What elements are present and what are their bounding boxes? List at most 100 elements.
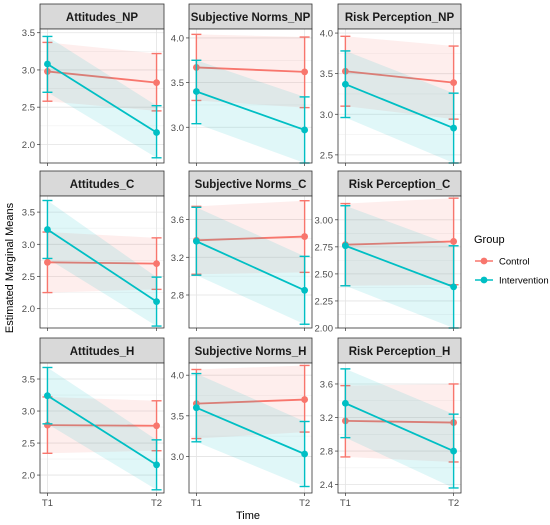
x-tick-label: T1 [340,498,351,509]
panel-risk-perception-c: Risk Perception_C 2.00 2.25 2.50 2.75 3.00 [315,170,462,335]
panel-attitudes-np: Attitudes_NP 2.0 2.5 3.0 3.5 [22,3,165,166]
y-tick-label: 3.0 [171,452,184,463]
series-line [46,63,158,134]
y-tick-label: 2.5 [22,272,35,283]
data-point [341,399,349,407]
y-tick-label: 3.5 [320,69,333,80]
series-line [345,419,454,424]
data-point [301,68,309,76]
x-tick-label: T2 [448,498,459,509]
series-intervention [42,199,162,327]
panel-strip [39,337,165,364]
panel-attitudes-h: Attitudes_H 2.0 2.5 3.0 3.5 T1 T2 [22,337,165,509]
ci-ribbon [345,383,454,462]
series-control [191,364,310,440]
ci-ribbon [345,368,454,488]
ci-ribbon [345,198,454,286]
series-intervention [340,50,459,164]
panel-border [337,362,462,494]
y-tick-label: 3.0 [22,240,35,251]
y-tick-label: 2.00 [315,324,334,335]
panel-strip [188,3,313,30]
ci-ribbon [47,200,157,327]
ci-ribbon [196,200,305,275]
series-line [46,228,158,303]
panel-background [189,196,312,328]
y-tick-label: 3.5 [171,78,184,89]
panel-subjective-norms-h: Subjective Norms_H 3.0 3.5 4.0 T1 T2 [171,337,313,509]
y-tick-label: 3.5 [22,375,35,386]
y-tick-label: 2.0 [22,471,35,482]
panel-strip [337,170,462,197]
x-axis-title: Time [236,510,260,522]
panel-title: Attitudes_NP [66,12,139,24]
series-line [47,261,157,265]
series-intervention [42,366,162,491]
y-tick-label: 2.75 [315,242,334,253]
y-tick-label: 3.2 [320,413,333,424]
data-point [153,298,160,305]
panel-subjective-norms-np: Subjective Norms_NP 3.0 3.5 4.0 [171,3,313,166]
panel-border [188,195,313,329]
data-point [44,392,51,400]
y-tick-label: 2.50 [315,269,334,280]
panel-title: Subjective Norms_NP [191,12,311,24]
y-tick-label: 2.5 [320,150,333,161]
data-point [450,283,458,291]
data-point [192,404,200,412]
panel-background [338,196,461,328]
series-line [196,406,305,455]
ci-ribbon [47,367,157,490]
data-point [153,461,160,469]
y-tick-label: 3.5 [171,411,184,422]
x-tick-label: T1 [42,498,53,509]
series-line [345,402,454,452]
y-tick-label: 2.5 [22,439,35,450]
legend-key-point [480,257,488,265]
data-point [192,237,200,245]
data-point [450,124,458,132]
series-intervention [191,206,310,325]
y-tick-label: 2.8 [171,291,184,302]
panel-border [337,195,462,329]
data-point [44,226,51,233]
y-tick-label: 3.2 [171,253,184,264]
series-line [345,240,454,246]
panel-attitudes-c: Attitudes_C 2.0 2.5 3.0 3.5 [22,170,165,331]
data-point [153,260,160,268]
series-line [47,424,157,427]
panel-background [338,29,461,163]
y-tick-label: 2.0 [22,140,35,151]
panel-strip [337,3,462,30]
legend: Group Control Intervention [474,234,549,287]
series-intervention [340,205,459,329]
data-point [301,126,309,134]
panel-title: Risk Perception_NP [345,12,455,24]
panel-title: Risk Perception_H [349,346,451,358]
panel-title: Attitudes_H [70,346,135,358]
panel-strip [337,337,462,364]
y-tick-label: 3.0 [320,110,333,121]
data-point [44,60,51,68]
panel-title: Attitudes_C [70,179,135,191]
series-line [345,70,454,84]
series-line [47,70,157,84]
legend-title: Group [474,234,505,246]
data-point [450,238,458,245]
data-point [301,233,309,240]
data-point [450,79,458,86]
y-tick-label: 3.0 [22,407,35,418]
data-point [450,447,458,455]
data-point [341,80,349,88]
panel-background [189,363,312,493]
x-tick-label: T2 [299,498,310,509]
panel-border [188,28,313,164]
panel-border [337,28,462,164]
series-line [196,240,305,292]
data-point [192,88,200,95]
series-intervention [191,372,310,488]
y-tick-label: 2.8 [320,447,333,458]
y-tick-label: 3.0 [171,123,184,134]
series-line [196,235,305,242]
